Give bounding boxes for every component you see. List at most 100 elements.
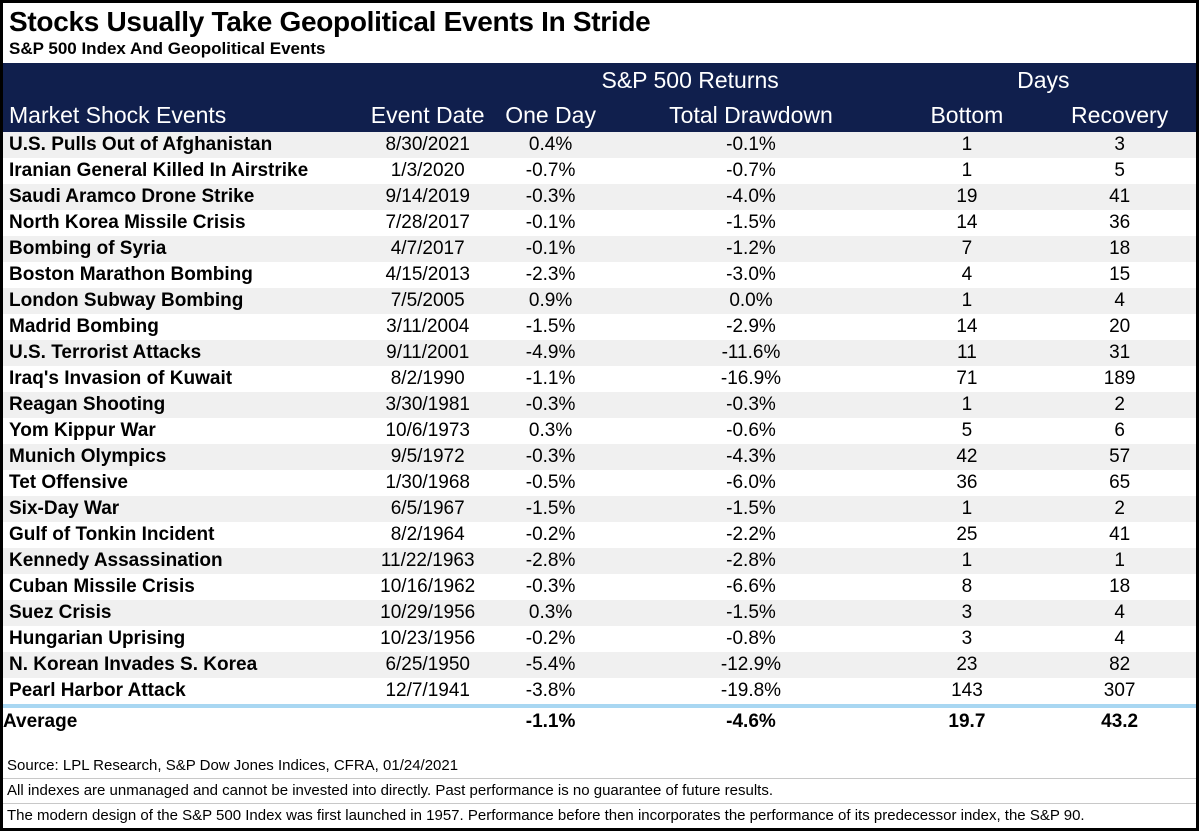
one-day-cell: -0.2%	[525, 524, 576, 546]
event-cell: Reagan Shooting	[9, 394, 166, 416]
drawdown-cell: -12.9%	[720, 654, 782, 676]
event-cell: Boston Marathon Bombing	[9, 264, 253, 286]
bottom-cell: 23	[956, 654, 978, 676]
footnote-index-history: The modern design of the S&P 500 Index w…	[3, 803, 1196, 828]
event-cell: Gulf of Tonkin Incident	[9, 524, 215, 546]
date-cell: 8/30/2021	[385, 134, 470, 156]
drawdown-cell: -3.0%	[726, 264, 776, 286]
drawdown-cell: -11.6%	[721, 342, 781, 364]
page-subtitle: S&P 500 Index And Geopolitical Events	[9, 39, 326, 59]
recovery-cell: 6	[1114, 420, 1125, 442]
one-day-cell: -2.3%	[525, 264, 576, 286]
table-row: Cuban Missile Crisis 10/16/1962 -0.3% -6.6%…	[3, 574, 1196, 600]
col-header-market-shock-events: Market Shock Events	[3, 98, 366, 133]
recovery-cell: 307	[1103, 680, 1136, 702]
one-day-cell: -0.3%	[525, 576, 576, 598]
table-row: Boston Marathon Bombing 4/15/2013 -2.3% -3.…	[3, 262, 1196, 288]
table-row: Saudi Aramco Drone Strike 9/14/2019 -0.3% -…	[3, 184, 1196, 211]
event-cell: Iranian General Killed In Airstrike	[9, 160, 309, 182]
drawdown-cell: -1.2%	[726, 238, 776, 260]
date-cell: 6/5/1967	[390, 498, 465, 520]
drawdown-cell: -0.6%	[726, 420, 776, 442]
event-cell: London Subway Bombing	[9, 290, 244, 312]
drawdown-cell: -6.0%	[726, 472, 776, 494]
table-row: Gulf of Tonkin Incident 8/2/1964 -0.2% -2.2…	[3, 522, 1196, 548]
event-cell: N. Korean Invades S. Korea	[9, 654, 258, 676]
drawdown-cell: -1.5%	[726, 498, 776, 520]
one-day-cell: -0.7%	[525, 160, 576, 182]
date-cell: 10/16/1962	[380, 576, 476, 598]
table-row: Madrid Bombing 3/11/2004 -1.5% -2.9% 14 20	[3, 314, 1196, 340]
recovery-cell: 57	[1109, 446, 1131, 468]
one-day-cell: -4.9%	[525, 342, 576, 364]
event-cell: Madrid Bombing	[9, 316, 159, 338]
date-cell: 1/3/2020	[390, 160, 465, 182]
one-day-cell: -0.2%	[525, 628, 576, 650]
recovery-cell: 5	[1114, 160, 1125, 182]
footnote-source: Source: LPL Research, S&P Dow Jones Indi…	[7, 757, 459, 774]
one-day-cell: -0.5%	[525, 472, 576, 494]
one-day-cell: 0.3%	[528, 420, 573, 442]
event-cell: U.S. Pulls Out of Afghanistan	[9, 134, 273, 156]
event-cell: U.S. Terrorist Attacks	[9, 342, 202, 364]
table-row: Munich Olympics 9/5/1972 -0.3% -4.3% 42 57	[3, 444, 1196, 471]
one-day-cell: -0.1%	[525, 238, 576, 260]
bottom-cell: 4	[961, 264, 973, 286]
date-cell: 7/5/2005	[390, 290, 465, 312]
event-cell: Yom Kippur War	[9, 420, 156, 442]
average-date-cell	[365, 704, 490, 737]
table-header: S&P 500 Returns Days Market Shock Events…	[3, 63, 1196, 133]
event-cell: Hungarian Uprising	[9, 628, 186, 650]
one-day-cell: -1.1%	[525, 368, 576, 390]
recovery-cell: 15	[1109, 264, 1131, 286]
recovery-cell: 2	[1114, 498, 1125, 520]
event-cell: North Korea Missile Crisis	[9, 212, 246, 234]
date-cell: 10/23/1956	[380, 628, 476, 650]
drawdown-cell: -1.5%	[726, 212, 776, 234]
average-row: Average -1.1% -4.6% 19.7 43.2	[3, 704, 1196, 737]
bottom-cell: 143	[951, 680, 983, 702]
recovery-cell: 4	[1114, 628, 1125, 650]
recovery-cell: 65	[1109, 472, 1131, 494]
recovery-cell: 20	[1109, 316, 1131, 338]
recovery-cell: 3	[1114, 134, 1125, 156]
date-cell: 6/25/1950	[385, 654, 470, 676]
drawdown-cell: 0.0%	[729, 290, 773, 312]
recovery-cell: 41	[1109, 524, 1131, 546]
table-row: Pearl Harbor Attack 12/7/1941 -3.8% -19.8% 1…	[3, 678, 1196, 706]
one-day-cell: -0.3%	[525, 446, 576, 468]
drawdown-cell: -2.9%	[726, 316, 776, 338]
date-cell: 1/30/1968	[385, 472, 470, 494]
average-total-drawdown: -4.6%	[611, 704, 891, 737]
drawdown-cell: -0.1%	[726, 134, 776, 156]
one-day-cell: -0.3%	[525, 394, 576, 416]
table-row: Iraq's Invasion of Kuwait 8/2/1990 -1.1% -1…	[3, 366, 1196, 392]
one-day-cell: 0.4%	[528, 134, 573, 156]
col-header-event-date: Event Date	[365, 98, 490, 133]
recovery-cell: 2	[1114, 394, 1125, 416]
one-day-cell: 0.9%	[528, 290, 573, 312]
date-cell: 11/22/1963	[380, 550, 475, 572]
bottom-cell: 42	[956, 446, 978, 468]
event-cell: Cuban Missile Crisis	[9, 576, 195, 598]
footnotes: Source: LPL Research, S&P Dow Jones Indi…	[3, 754, 1196, 828]
one-day-cell: -1.5%	[525, 316, 576, 338]
table-row: N. Korean Invades S. Korea 6/25/1950 -5.4%…	[3, 652, 1196, 679]
bottom-cell: 7	[961, 238, 973, 260]
table-row: Six-Day War 6/5/1967 -1.5% -1.5% 1 2	[3, 496, 1196, 523]
table-row: Hungarian Uprising 10/23/1956 -0.2% -0.8% 3 4	[3, 626, 1196, 652]
table-row: Tet Offensive 1/30/1968 -0.5% -6.0% 36 65	[3, 470, 1196, 496]
table-body: U.S. Pulls Out of Afghanistan 8/30/2021 0.…	[3, 132, 1196, 706]
one-day-cell: -1.5%	[525, 498, 576, 520]
table-footer: Average -1.1% -4.6% 19.7 43.2	[3, 704, 1196, 737]
bottom-cell: 1	[961, 498, 973, 520]
col-header-recovery: Recovery	[1043, 98, 1196, 133]
average-recovery: 43.2	[1043, 704, 1196, 737]
bottom-cell: 25	[956, 524, 978, 546]
table-row: Yom Kippur War 10/6/1973 0.3% -0.6% 5 6	[3, 418, 1196, 444]
masthead: Stocks Usually Take Geopolitical Events …	[3, 3, 1196, 63]
recovery-cell: 41	[1109, 186, 1131, 208]
table-row: Reagan Shooting 3/30/1981 -0.3% -0.3% 1 2	[3, 392, 1196, 419]
date-cell: 3/11/2004	[386, 316, 470, 338]
